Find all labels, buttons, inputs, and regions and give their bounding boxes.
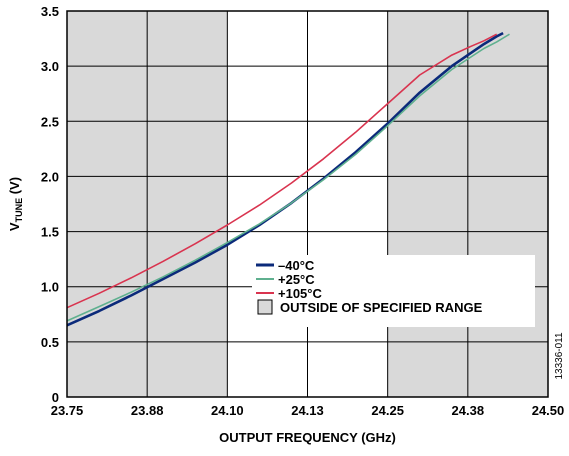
- x-axis-title: OUTPUT FREQUENCY (GHz): [219, 430, 396, 445]
- y-tick-label: 3.0: [41, 59, 59, 74]
- y-tick-label: 2.5: [41, 114, 59, 129]
- x-tick-labels: 23.75 23.88 24.10 24.13 24.25 24.38 24.50: [51, 403, 565, 418]
- series-line-1: [66, 33, 510, 322]
- y-tick-label: 3.5: [41, 4, 59, 19]
- x-tick-label: 24.25: [371, 403, 404, 418]
- y-axis-title-sub: TUNE: [14, 198, 24, 223]
- y-tick-label: 2.0: [41, 169, 59, 184]
- grid-lines: [67, 11, 548, 397]
- y-axis-title-suffix: (V): [7, 177, 22, 198]
- series-line-2: [66, 33, 498, 309]
- y-tick-label: 0.5: [41, 335, 59, 350]
- figure-id: 13336-011: [554, 332, 565, 380]
- y-axis-title: VTUNE (V): [7, 177, 24, 231]
- legend-label-1: +25°C: [278, 272, 315, 287]
- x-tick-label: 24.13: [291, 403, 324, 418]
- legend-label-2: +105°C: [278, 286, 322, 301]
- y-axis-title-main: V: [7, 222, 22, 231]
- y-tick-label: 1.0: [41, 280, 59, 295]
- series-lines: [66, 31, 510, 327]
- plot-frame: [66, 10, 549, 398]
- x-tick-label: 24.10: [211, 403, 244, 418]
- legend-shaded-label: OUTSIDE OF SPECIFIED RANGE: [280, 300, 483, 315]
- legend-background: [252, 255, 535, 327]
- y-tick-labels: 0 0.5 1.0 1.5 2.0 2.5 3.0 3.5: [41, 4, 59, 405]
- legend-shaded-swatch: [257, 299, 273, 315]
- legend-label-0: –40°C: [278, 258, 315, 273]
- y-tick-label: 1.5: [41, 225, 59, 240]
- y-tick-label: 0: [52, 390, 59, 405]
- x-tick-label: 23.88: [131, 403, 164, 418]
- x-tick-label: 23.75: [51, 403, 84, 418]
- x-tick-label: 24.50: [532, 403, 565, 418]
- x-tick-label: 24.38: [452, 403, 485, 418]
